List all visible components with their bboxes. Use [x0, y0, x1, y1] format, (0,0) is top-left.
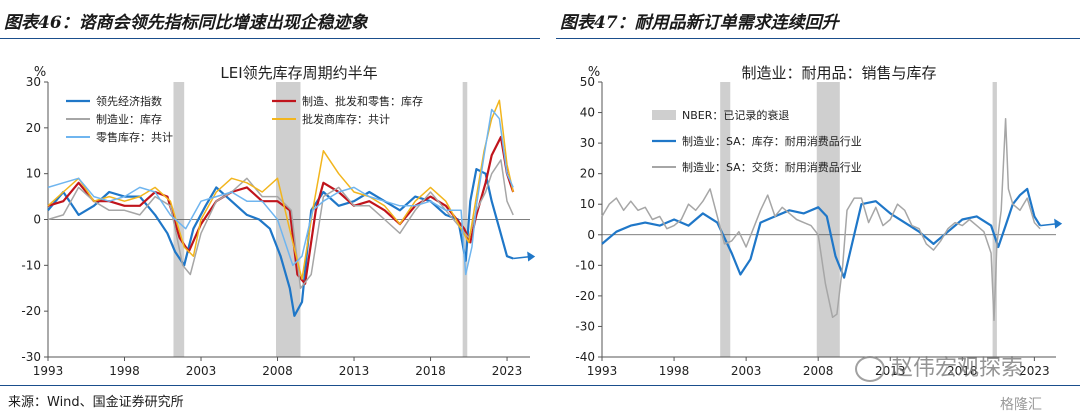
trend-arrowhead — [1054, 218, 1063, 229]
wechat-icon — [855, 356, 885, 382]
y-tick-label: 10 — [580, 197, 595, 211]
y-tick-label: 0 — [33, 213, 41, 227]
x-tick-label: 2013 — [339, 364, 370, 378]
y-tick-label: -30 — [21, 350, 41, 364]
gelonghui-logo: 格隆汇 — [1000, 397, 1042, 413]
source-rule — [0, 385, 1080, 386]
x-tick-label: 2003 — [186, 364, 217, 378]
series-line — [47, 159, 514, 290]
source-note: 来源：Wind、国金证券研究所 — [8, 395, 184, 410]
y-tick-label: -10 — [21, 258, 41, 272]
chart-title: LEI领先库存周期约半年 — [220, 64, 377, 82]
y-tick-label: -20 — [575, 289, 595, 303]
x-tick-label: 1993 — [587, 364, 618, 378]
chart-title: 制造业：耐用品：销售与库存 — [741, 64, 936, 82]
series-line — [47, 108, 514, 276]
y-tick-label: 20 — [580, 167, 595, 181]
left-figure-title: 图表46：谘商会领先指标同比增速出现企稳迹象 — [4, 13, 368, 33]
y-tick-label: 20 — [26, 121, 41, 135]
y-tick-label: -40 — [575, 350, 595, 364]
watermark: 赵伟宏观探索 — [855, 350, 1023, 382]
x-tick-label: 2003 — [731, 364, 762, 378]
legend-label: 批发商库存：共计 — [302, 112, 390, 126]
y-tick-label: -10 — [575, 258, 595, 272]
right-panel: 图表47：耐用品新订单需求连续回升 50 40 30 20 10 0 -10 -20 -30 -4… — [556, 0, 1080, 385]
x-tick-label: 2008 — [803, 364, 834, 378]
legend-label: 制造业：库存 — [96, 112, 162, 126]
watermark-text: 赵伟宏观探索 — [891, 356, 1024, 381]
x-tick-label: 2023 — [492, 364, 523, 378]
y-axis-unit: % — [34, 65, 46, 80]
y-axis-unit: % — [588, 65, 600, 80]
legend-label: 制造业：SA：交货：耐用消费品行业 — [682, 160, 862, 174]
x-tick-label: 1998 — [109, 364, 140, 378]
y-tick-label: 50 — [580, 75, 595, 89]
x-tick-label: 2018 — [947, 364, 978, 378]
x-tick-label: 2008 — [262, 364, 293, 378]
x-tick-label: 1993 — [33, 364, 64, 378]
y-tick-label: 30 — [26, 75, 41, 89]
y-tick-label: 30 — [580, 136, 595, 150]
right-title-rule — [556, 38, 1080, 39]
legend-label: 零售库存：共计 — [96, 130, 173, 144]
series-line — [47, 99, 514, 280]
y-tick-label: -20 — [21, 304, 41, 318]
trend-arrowhead — [527, 251, 536, 262]
x-tick-label: 1998 — [659, 364, 690, 378]
legend-label: 领先经济指数 — [96, 94, 162, 108]
y-tick-label: 0 — [587, 228, 595, 242]
y-tick-label: 40 — [580, 106, 595, 120]
recession-band — [992, 82, 997, 357]
recession-band — [720, 82, 731, 357]
series-line — [601, 117, 1041, 322]
right-figure-title: 图表47：耐用品新订单需求连续回升 — [560, 13, 839, 33]
y-tick-label: 10 — [26, 167, 41, 181]
legend-label: 制造、批发和零售：库存 — [302, 94, 423, 108]
legend-label: NBER：已记录的衰退 — [682, 108, 789, 122]
x-tick-label: 2018 — [415, 364, 446, 378]
y-tick-label: -30 — [575, 319, 595, 333]
legend-swatch — [652, 110, 676, 120]
left-title-rule — [0, 38, 540, 39]
x-tick-label: 2023 — [1019, 364, 1050, 378]
legend-label: 制造业：SA：库存：耐用消费品行业 — [682, 134, 862, 148]
left-panel: 图表46：谘商会领先指标同比增速出现企稳迹象 30 20 10 0 -10 -20 -30 1… — [0, 0, 540, 385]
